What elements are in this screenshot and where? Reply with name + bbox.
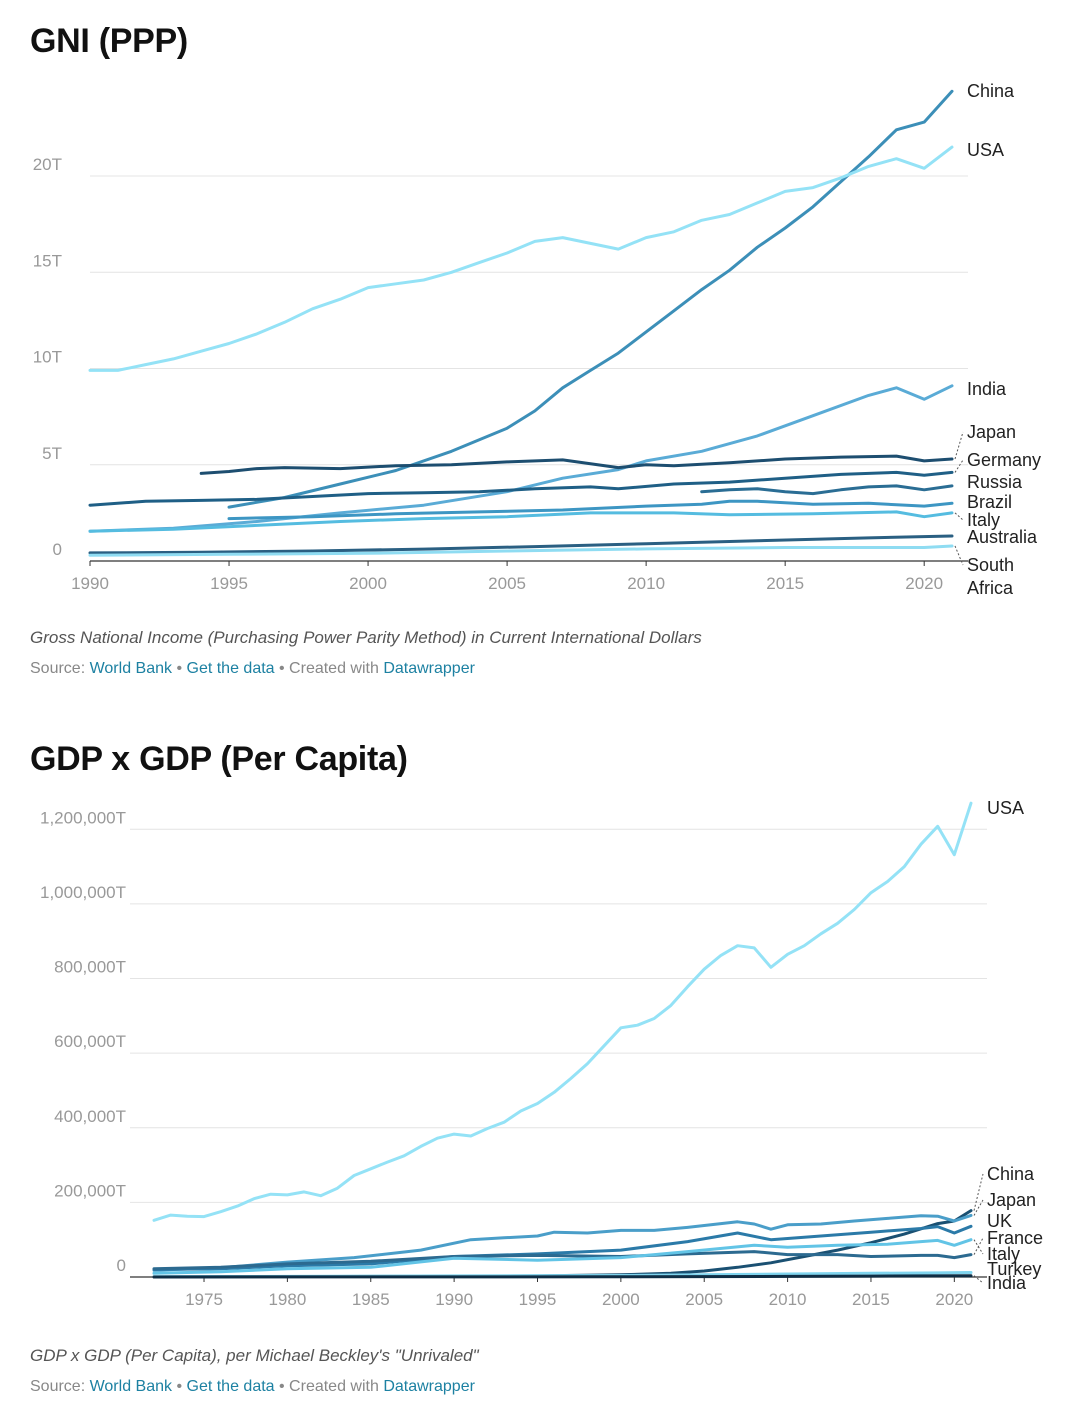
series-label-china: China (967, 81, 1015, 101)
series-line-germany (88, 470, 954, 507)
chart-title: GNI (PPP) (30, 22, 188, 60)
x-tick-label: 1990 (435, 1290, 473, 1309)
x-tick-label: 1995 (519, 1290, 557, 1309)
source-line: Source: World Bank • Get the data • Crea… (30, 660, 475, 678)
label-leader-line (973, 1275, 984, 1284)
series-line-usa (152, 801, 973, 1222)
series-label-australia: Australia (967, 527, 1038, 547)
chart-note: Gross National Income (Purchasing Power … (30, 628, 702, 647)
get-the-data-link[interactable]: Get the data (186, 660, 275, 677)
series-label-france: France (987, 1228, 1043, 1248)
created-with-text: • Created with (274, 1378, 384, 1395)
x-tick-label: 1995 (210, 574, 248, 593)
chart-title: GDP x GDP (Per Capita) (30, 740, 408, 778)
y-tick-label: 1,000,000T (40, 883, 126, 902)
label-leader-line (973, 1237, 984, 1255)
y-tick-label: 20T (33, 155, 62, 174)
chart-gni-ppp: GNI (PPP) 0 5T 10T 15T 20T 1990 1995 2000 2005 20… (0, 0, 1080, 700)
series-line-india (152, 1274, 973, 1279)
series-line-south-africa (88, 544, 954, 557)
world-bank-link[interactable]: World Bank (89, 660, 172, 677)
series-label-japan: Japan (987, 1190, 1036, 1210)
y-tick-label: 0 (117, 1256, 126, 1275)
series-line-italy (152, 1238, 973, 1275)
series-label-germany: Germany (967, 450, 1041, 470)
series-line-uk (152, 1224, 973, 1271)
series-label-japan: Japan (967, 422, 1016, 442)
series-line-japan (152, 1213, 973, 1272)
x-tick-label: 2005 (685, 1290, 723, 1309)
get-the-data-link[interactable]: Get the data (186, 1378, 275, 1395)
datawrapper-link[interactable]: Datawrapper (383, 660, 475, 677)
x-tick-label: 2020 (905, 574, 943, 593)
x-tick-label: 2000 (349, 574, 387, 593)
x-tick-label: 1975 (185, 1290, 223, 1309)
gdp-line-chart: 0 200,000T 400,000T 600,000T 800,000T 1,000,0… (40, 798, 1043, 1309)
y-tick-label: 10T (33, 348, 62, 367)
x-tick-label: 2010 (769, 1290, 807, 1309)
created-with-text: • Created with (274, 660, 384, 677)
gni-line-chart: 0 5T 10T 15T 20T 1990 1995 2000 2005 2010 2015 2020… (33, 81, 1041, 598)
series-label-india: India (987, 1273, 1027, 1293)
x-tick-label: 2020 (935, 1290, 973, 1309)
y-tick-label: 200,000T (54, 1181, 126, 1200)
x-tick-label: 1990 (71, 574, 109, 593)
series-line-brazil (227, 499, 954, 521)
label-leader-line (954, 545, 964, 566)
series-line-china (227, 89, 954, 509)
y-tick-label: 5T (42, 444, 62, 463)
source-prefix: Source: (30, 660, 90, 677)
label-leader-line (954, 512, 964, 521)
x-tick-label: 2015 (852, 1290, 890, 1309)
y-tick-label: 600,000T (54, 1032, 126, 1051)
label-leader-line (954, 459, 964, 473)
series-line-japan (199, 454, 954, 475)
label-leader-line (973, 1173, 984, 1211)
x-tick-label: 1985 (352, 1290, 390, 1309)
source-line: Source: World Bank • Get the data • Crea… (30, 1378, 475, 1396)
series-label-usa: USA (967, 140, 1004, 160)
series-line-russia (700, 484, 954, 496)
series-label-china: China (987, 1164, 1035, 1184)
x-tick-label: 2010 (627, 574, 665, 593)
series-line-italy (88, 510, 954, 533)
y-tick-label: 1,200,000T (40, 808, 126, 827)
x-tick-label: 2000 (602, 1290, 640, 1309)
x-tick-label: 2005 (488, 574, 526, 593)
source-separator: • (172, 660, 187, 677)
series-label-uk: UK (987, 1211, 1012, 1231)
series-label-india: India (967, 379, 1007, 399)
world-bank-link[interactable]: World Bank (89, 1378, 172, 1395)
series-label-south-africa: Africa (967, 578, 1014, 598)
datawrapper-link[interactable]: Datawrapper (383, 1378, 475, 1395)
label-leader-line (973, 1239, 984, 1255)
series-label-turkey: Turkey (987, 1259, 1041, 1279)
series-label-brazil: Brazil (967, 492, 1012, 512)
series-line-australia (88, 534, 954, 555)
y-tick-label: 400,000T (54, 1107, 126, 1126)
series-line-france (152, 1250, 973, 1271)
y-tick-label: 800,000T (54, 958, 126, 977)
x-tick-label: 1980 (268, 1290, 306, 1309)
chart-gdp-x-gdp-per-capita: GDP x GDP (Per Capita) 0 200,000T 400,000T… (0, 722, 1080, 1413)
y-tick-label: 15T (33, 251, 62, 270)
series-label-russia: Russia (967, 472, 1023, 492)
series-label-italy: Italy (967, 510, 1000, 530)
series-label-italy: Italy (987, 1244, 1020, 1264)
series-line-usa (88, 145, 954, 372)
label-leader-line (973, 1199, 984, 1216)
y-tick-label: 0 (53, 540, 62, 559)
chart-note: GDP x GDP (Per Capita), per Michael Beck… (30, 1346, 479, 1365)
series-label-south-africa: South (967, 555, 1014, 575)
series-label-usa: USA (987, 798, 1024, 818)
x-tick-label: 2015 (766, 574, 804, 593)
source-separator: • (172, 1378, 187, 1395)
label-leader-line (954, 431, 964, 460)
source-prefix: Source: (30, 1378, 90, 1395)
